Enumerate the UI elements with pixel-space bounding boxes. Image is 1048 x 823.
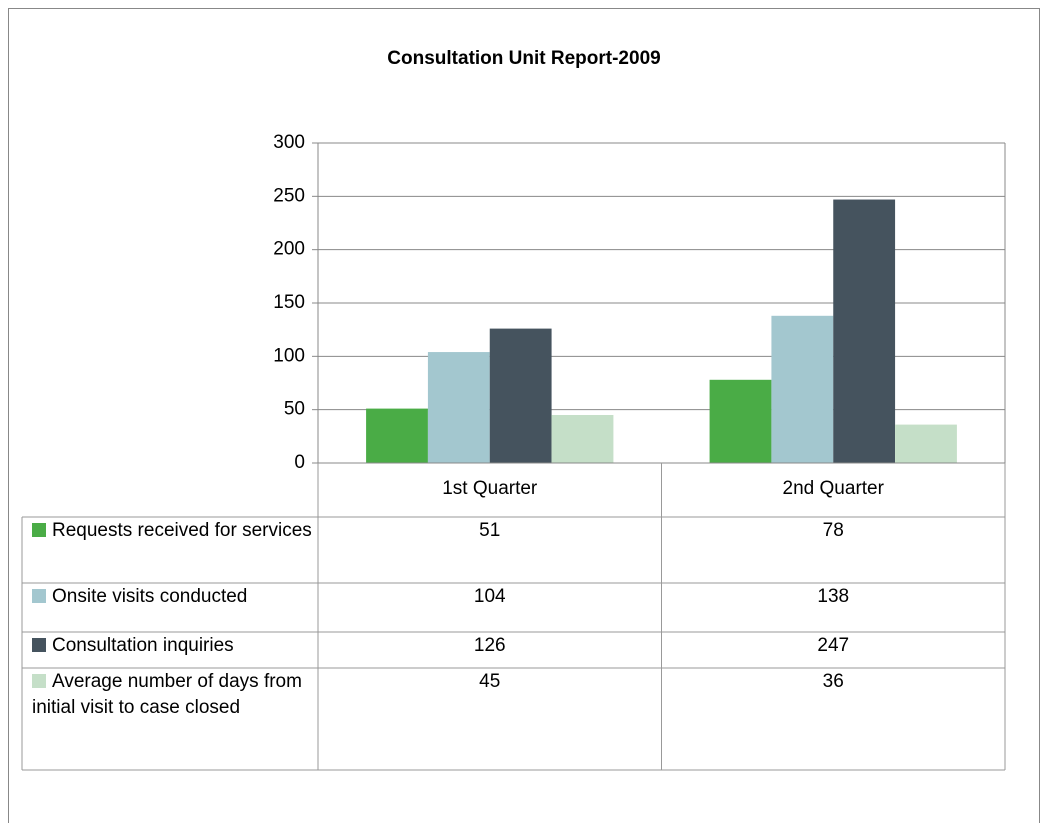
legend-entry: Requests received for services <box>32 518 314 544</box>
legend-entry: Consultation inquiries <box>32 633 314 659</box>
legend-label: Onsite visits conducted <box>52 586 248 607</box>
y-tick-label: 300 <box>273 132 305 153</box>
table-value: 78 <box>822 520 844 541</box>
legend-key <box>32 674 46 688</box>
bar <box>427 352 490 463</box>
legend-key <box>32 523 46 537</box>
bar <box>771 315 834 463</box>
chart-frame <box>8 8 1040 823</box>
legend-label: Average number of days from initial visi… <box>32 671 302 718</box>
legend-entry: Average number of days from initial visi… <box>32 669 314 721</box>
table-value: 36 <box>822 671 844 692</box>
table-value: 126 <box>473 635 506 656</box>
legend-key <box>32 638 46 652</box>
x-tick-label: 1st Quarter <box>442 478 538 499</box>
x-tick-label: 2nd Quarter <box>783 478 885 499</box>
table-value: 51 <box>479 520 501 541</box>
bar <box>895 424 957 463</box>
bar <box>833 199 896 464</box>
y-tick-label: 100 <box>273 345 305 366</box>
legend-key <box>32 589 46 603</box>
y-tick-label: 0 <box>294 452 305 473</box>
bar <box>709 379 772 463</box>
table-value: 138 <box>817 586 850 607</box>
bar <box>366 408 428 463</box>
bar <box>551 415 614 463</box>
legend-label: Requests received for services <box>52 520 312 541</box>
table-value: 247 <box>817 635 850 656</box>
chart-title: Consultation Unit Report-2009 <box>387 48 660 69</box>
y-tick-label: 50 <box>284 399 305 420</box>
y-tick-label: 200 <box>273 239 305 260</box>
y-tick-label: 150 <box>273 292 305 313</box>
legend-label: Consultation inquiries <box>52 635 234 656</box>
bar <box>489 328 552 463</box>
table-value: 45 <box>479 671 501 692</box>
y-tick-label: 250 <box>273 185 305 206</box>
table-value: 104 <box>473 586 506 607</box>
legend-entry: Onsite visits conducted <box>32 584 314 610</box>
